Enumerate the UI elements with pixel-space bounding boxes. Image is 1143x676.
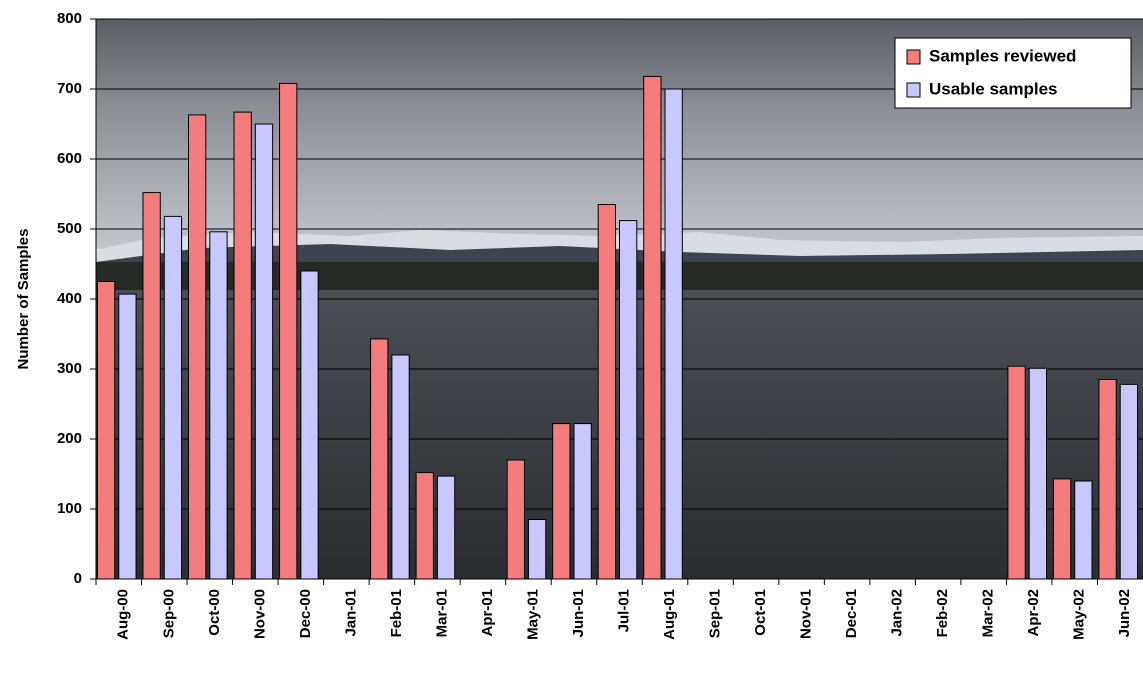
bar [210, 232, 227, 579]
x-tick-label: Dec-01 [843, 589, 860, 638]
x-tick-label: Apr-02 [1025, 589, 1042, 637]
bar [1029, 368, 1046, 579]
x-tick-label: Feb-02 [934, 589, 951, 637]
x-tick-label: Oct-00 [206, 589, 223, 636]
x-tick-label: Oct-01 [752, 589, 769, 636]
bar [234, 112, 251, 579]
y-tick-label: 400 [57, 290, 82, 307]
bar [644, 76, 661, 579]
x-tick-label: May-01 [524, 589, 541, 640]
x-tick-label: Jun-01 [570, 589, 587, 637]
bar [528, 520, 545, 580]
bar [97, 282, 114, 580]
y-tick-label: 100 [57, 500, 82, 517]
y-tick-label: 700 [57, 80, 82, 97]
bar [164, 216, 181, 579]
bar [280, 83, 297, 579]
x-tick-label: May-02 [1071, 589, 1088, 640]
x-tick-label: Mar-01 [433, 589, 450, 637]
bar [301, 271, 318, 579]
x-tick-label: Aug-00 [115, 589, 132, 640]
y-tick-label: 800 [57, 10, 82, 27]
bar [1075, 481, 1092, 579]
x-tick-label: Sep-01 [707, 589, 724, 638]
x-tick-label: Jan-02 [889, 589, 906, 637]
x-tick-label: Mar-02 [980, 589, 997, 637]
x-tick-label: Nov-00 [251, 589, 268, 639]
y-axis-title: Number of Samples [15, 229, 32, 370]
bar [574, 424, 591, 579]
x-tick-label: Dec-00 [297, 589, 314, 638]
y-tick-label: 600 [57, 150, 82, 167]
legend-swatch [907, 83, 920, 97]
bar [143, 193, 160, 579]
y-tick-label: 500 [57, 220, 82, 237]
bar [416, 473, 433, 579]
x-tick-label: Sep-00 [160, 589, 177, 638]
bar [1099, 380, 1116, 580]
x-tick-label: Feb-01 [388, 589, 405, 637]
bar [1120, 384, 1137, 579]
bar [598, 205, 615, 580]
x-tick-label: Jan-01 [342, 589, 359, 637]
y-tick-label: 0 [74, 570, 82, 587]
y-tick-label: 200 [57, 430, 82, 447]
legend-label: Usable samples [929, 79, 1058, 98]
bar [437, 476, 454, 579]
bar [1053, 479, 1070, 579]
y-tick-label: 300 [57, 360, 82, 377]
legend-label: Samples reviewed [929, 46, 1076, 65]
bar [392, 355, 409, 579]
bar [507, 460, 524, 579]
x-tick-label: Jul-01 [615, 589, 632, 632]
bar [665, 89, 682, 579]
x-tick-label: Apr-01 [479, 589, 496, 637]
x-tick-label: Nov-01 [798, 589, 815, 639]
bar [371, 339, 388, 579]
chart: Number of Samples 0 100 200 300 400 500 600 700… [0, 0, 1143, 671]
x-tick-label: Jun-02 [1116, 589, 1133, 637]
bar [553, 424, 570, 579]
bar [119, 294, 136, 579]
bar [620, 221, 637, 579]
legend-swatch [907, 50, 920, 64]
bar [1008, 366, 1025, 579]
bar [255, 124, 272, 579]
x-tick-label: Aug-01 [661, 589, 678, 640]
bar [189, 115, 206, 579]
legend: Samples reviewed Usable samples [895, 38, 1131, 108]
